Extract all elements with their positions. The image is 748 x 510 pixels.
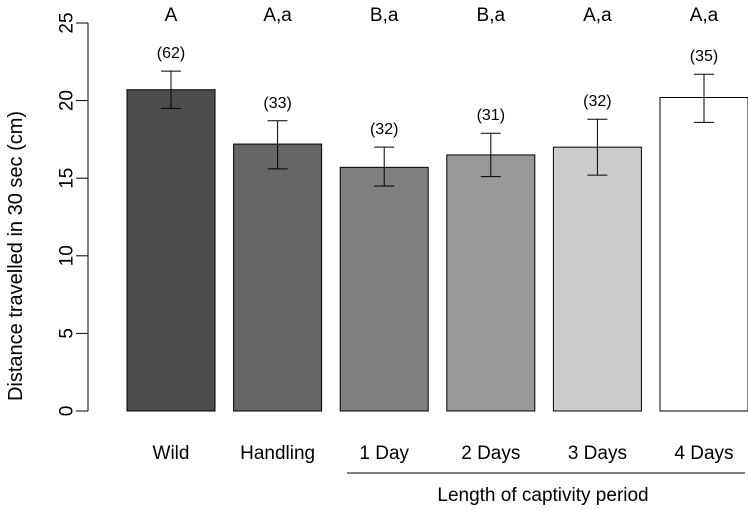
bar	[339, 166, 429, 412]
y-tick-label: 15	[57, 168, 78, 189]
bars	[126, 89, 748, 412]
x-group-title: Length of captivity period	[437, 485, 648, 506]
x-tick-label: Handling	[240, 443, 315, 464]
significance-label: A,a	[583, 5, 612, 26]
y-tick-label: 10	[57, 245, 78, 266]
bar	[233, 143, 323, 412]
x-tick-label: 4 Days	[674, 443, 733, 464]
significance-label: B,a	[370, 5, 399, 26]
x-tick-label: 3 Days	[568, 443, 627, 464]
sample-size-label: (62)	[157, 45, 185, 62]
x-tick-label: 1 Day	[359, 443, 409, 464]
sample-size-label: (35)	[690, 48, 718, 65]
y-axis-title: Distance travelled in 30 sec (cm)	[5, 111, 27, 401]
sample-size-label: (31)	[477, 107, 505, 124]
y-tick-label: 25	[57, 12, 78, 33]
x-axis: Wild Handling 1 Day 2 Days 3 Days 4 Days	[153, 443, 734, 464]
significance-label: A,a	[263, 5, 292, 26]
x-tick-label: Wild	[153, 443, 190, 464]
bar	[446, 154, 536, 412]
sample-size-label: (32)	[370, 121, 398, 138]
x-tick-label: 2 Days	[461, 443, 520, 464]
bar	[659, 96, 748, 412]
bar	[126, 89, 216, 412]
y-tick-label: 0	[57, 406, 78, 417]
significance-label: A	[165, 5, 178, 26]
y-tick-label: 5	[57, 328, 78, 339]
y-axis: 0 5 10 15 20 25	[57, 12, 89, 417]
error-bars	[161, 70, 714, 187]
bar	[552, 146, 642, 412]
significance-label: A,a	[690, 5, 719, 26]
y-tick-label: 20	[57, 90, 78, 111]
sample-size-label: (32)	[583, 93, 611, 110]
sample-size-label: (33)	[263, 95, 291, 112]
annotations: (62) A (33) A,a (32) B,a (31) B,a (32) A,a (35) A,a	[157, 5, 719, 138]
significance-label: B,a	[477, 5, 506, 26]
